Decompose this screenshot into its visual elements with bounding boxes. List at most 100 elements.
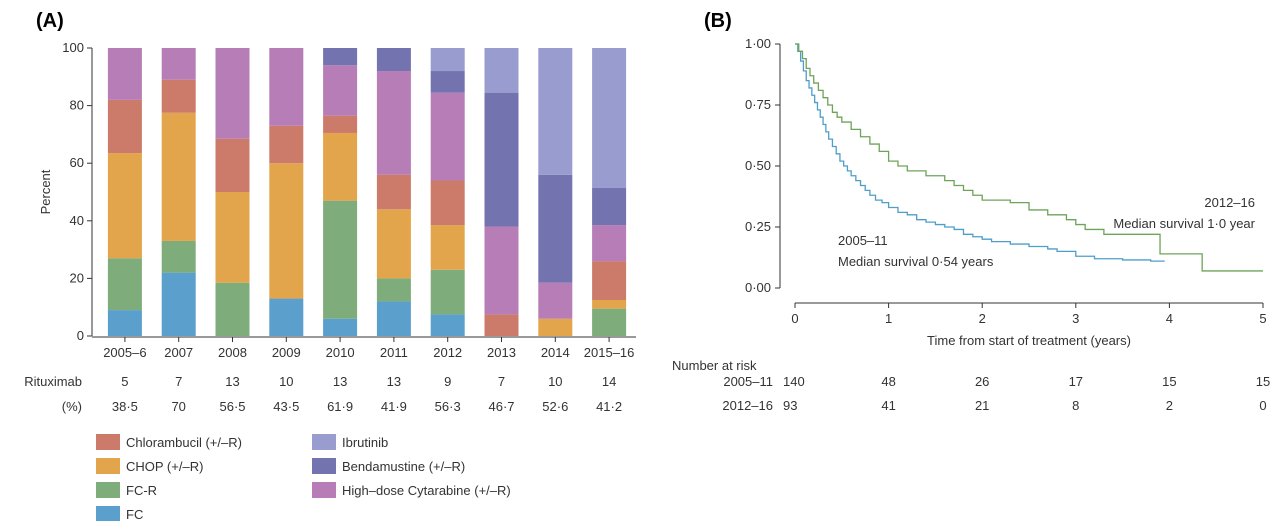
bar-segment (161, 112, 196, 241)
legend-label: FC (126, 507, 143, 521)
y-tick-label: 1·00 (745, 36, 771, 51)
x-tick-label: 2014 (541, 345, 570, 360)
series-label: 2012–16 (1204, 195, 1255, 210)
bar-segment (323, 132, 358, 201)
bar-segment (376, 71, 411, 175)
risk-value: 26 (975, 374, 989, 389)
rituximab-count: 10 (279, 374, 293, 389)
bar-segment (107, 99, 142, 154)
bar-segment (430, 92, 465, 181)
bar-segment (430, 180, 465, 226)
rituximab-percent: 43·5 (273, 399, 299, 414)
survival-curve (795, 43, 1165, 262)
bar-segment (269, 163, 304, 299)
survival-curve (795, 43, 1263, 272)
legend-label: CHOP (+/–R) (126, 459, 203, 474)
bar-segment (592, 300, 627, 309)
y-tick-label: 60 (70, 155, 84, 170)
x-tick-label: 2011 (380, 345, 408, 360)
risk-value: 21 (975, 398, 989, 413)
bar-segment (376, 278, 411, 302)
rituximab-count: 7 (498, 374, 505, 389)
bar-segment (269, 298, 304, 336)
risk-value: 15 (1256, 374, 1270, 389)
bar-segment (161, 48, 196, 80)
bar-segment (430, 269, 465, 315)
y-tick-label: 0·75 (745, 97, 771, 112)
rituximab-percent: 38·5 (112, 399, 138, 414)
rituximab-count: 7 (175, 374, 182, 389)
y-tick-label: 0·25 (745, 219, 771, 234)
bar-segment (215, 138, 250, 192)
legend-swatch (96, 482, 120, 498)
legend-swatch (96, 458, 120, 474)
y-tick-label: 100 (62, 40, 84, 55)
x-tick-label: 2009 (272, 345, 301, 360)
panel-b: (B) 0·00 0·25 0·50 0·75 1·00 0 1 2 3 4 5 Time from s… (672, 10, 1270, 413)
legend-swatch (312, 458, 336, 474)
bar-segment (323, 65, 358, 116)
bar-segment (484, 314, 519, 336)
series-label: 2005–11 (838, 233, 888, 248)
x-tick-label: 2007 (164, 345, 193, 360)
bar-segment (376, 301, 411, 336)
y-axis-title: Percent (38, 169, 53, 214)
bar-segment (323, 200, 358, 319)
risk-value: 93 (783, 398, 797, 413)
bar-segment (215, 282, 250, 336)
x-tick-label: 2010 (326, 345, 355, 360)
y-tick-label: 0 (77, 328, 84, 343)
risk-value: 48 (881, 374, 895, 389)
bar-segment (376, 209, 411, 279)
bar-segment (107, 153, 142, 259)
risk-value: 140 (783, 374, 805, 389)
x-tick-label: 2013 (487, 345, 516, 360)
rituximab-percent: 41·9 (381, 399, 407, 414)
bar-segment (592, 261, 627, 300)
bar-segment (592, 225, 627, 262)
x-tick-label: 4 (1166, 311, 1173, 326)
bar-segment (161, 240, 196, 273)
bar-segment (323, 115, 358, 133)
bar-segment (430, 314, 465, 336)
rituximab-percent: 61·9 (327, 399, 353, 414)
rituximab-percent: 56·5 (219, 399, 245, 414)
rituximab-percent: 52·6 (542, 399, 568, 414)
bar-segment (430, 48, 465, 72)
x-tick-label: 2015–16 (584, 345, 635, 360)
risk-value: 17 (1069, 374, 1083, 389)
rituximab-percent: 56·3 (435, 399, 461, 414)
bar-segment (538, 48, 573, 175)
bar-segment (215, 48, 250, 139)
panel-label: (A) (36, 10, 64, 32)
y-tick-label: 0·50 (745, 158, 771, 173)
risk-row-label: 2005–11 (723, 374, 773, 389)
bar-segment (430, 71, 465, 93)
x-tick-label: 2 (979, 311, 986, 326)
bar-segment (107, 48, 142, 100)
bar-segment (592, 308, 627, 336)
rituximab-count: 5 (121, 374, 128, 389)
median-survival-label: Median survival 0·54 years (838, 254, 994, 269)
rituximab-label: Rituximab (24, 374, 82, 389)
bar-segment (376, 48, 411, 72)
risk-value: 0 (1259, 398, 1266, 413)
bar-segment (592, 187, 627, 226)
y-tick-label: 0·00 (745, 280, 771, 295)
legend-label: FC-R (126, 483, 157, 498)
risk-value: 8 (1072, 398, 1079, 413)
y-tick-label: 20 (70, 270, 84, 285)
bar-segment (484, 226, 519, 315)
x-tick-label: 3 (1072, 311, 1079, 326)
rituximab-count: 13 (387, 374, 401, 389)
bar-segment (538, 174, 573, 283)
x-axis-title: Time from start of treatment (years) (927, 333, 1131, 348)
legend-label: Bendamustine (+/–R) (342, 459, 465, 474)
risk-row-label: 2012–16 (722, 398, 773, 413)
x-tick-label: 2008 (218, 345, 247, 360)
bar-segment (376, 174, 411, 210)
bar-segment (323, 318, 358, 336)
legend-label: Ibrutinib (342, 435, 388, 450)
rituximab-count: 10 (548, 374, 562, 389)
x-tick-label: 2012 (433, 345, 462, 360)
